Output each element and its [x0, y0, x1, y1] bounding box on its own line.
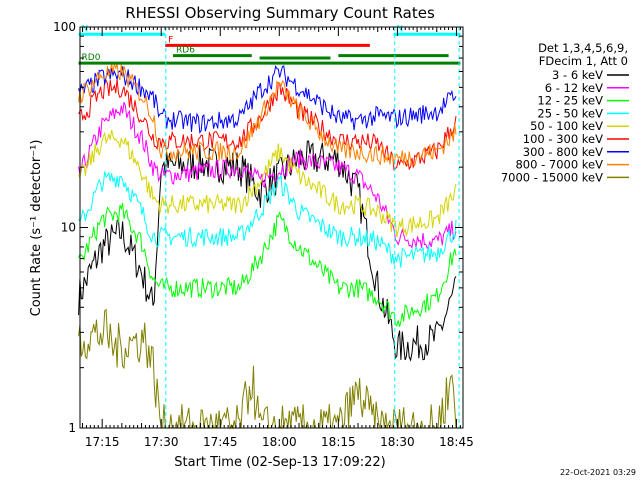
y-axis-label: Count Rate (s⁻¹ detector⁻¹)	[29, 140, 44, 317]
legend-label-5: 50 - 100 keV	[530, 119, 603, 133]
x-tick-label-0: 17:15	[85, 435, 120, 449]
legend-label-4: 25 - 50 keV	[537, 106, 603, 120]
x-tick-label-1: 17:30	[144, 435, 179, 449]
series-line-7	[78, 64, 457, 134]
series-line-4	[78, 171, 457, 268]
series-line-5	[78, 129, 457, 238]
x-tick-label-2: 17:45	[203, 435, 238, 449]
legend-header-line-1: Det 1,3,4,5,6,9,	[538, 41, 628, 55]
footer-timestamp: 22-Oct-2021 03:29	[560, 468, 636, 477]
y-tick-label-1: 1	[68, 421, 76, 435]
y-tick-label-100: 100	[53, 20, 76, 34]
x-axis-label: Start Time (02-Sep-13 17:09:22)	[174, 455, 385, 470]
x-tick-label-6: 18:45	[439, 435, 474, 449]
state-bar-label-4: RD0	[82, 53, 101, 63]
x-tick-label-3: 18:00	[262, 435, 297, 449]
series-line-8	[78, 63, 457, 167]
legend-header-line-2: FDecim 1, Att 0	[539, 54, 628, 68]
legend-label-1: 3 - 6 keV	[552, 68, 603, 82]
state-bar-label-1: N	[82, 24, 89, 34]
series-line-1	[78, 140, 457, 362]
legend-label-6: 100 - 300 keV	[523, 132, 603, 146]
x-tick-label-4: 18:15	[321, 435, 356, 449]
state-bar-label-3: F	[168, 35, 173, 45]
chart-title: RHESSI Observing Summary Count Rates	[125, 4, 435, 22]
y-tick-label-10: 10	[61, 221, 76, 235]
series-line-3	[78, 203, 457, 328]
series-line-9	[78, 308, 457, 430]
legend-label-9: 7000 - 15000 keV	[501, 170, 603, 184]
legend-label-8: 800 - 7000 keV	[515, 158, 603, 172]
x-tick-label-5: 18:30	[380, 435, 415, 449]
state-bar-label-5: RD6	[176, 46, 195, 56]
legend-label-3: 12 - 25 keV	[537, 94, 603, 108]
legend-label-2: 6 - 12 keV	[545, 81, 603, 95]
legend-label-7: 300 - 800 keV	[523, 145, 603, 159]
state-bar-label-2: N	[396, 24, 403, 34]
